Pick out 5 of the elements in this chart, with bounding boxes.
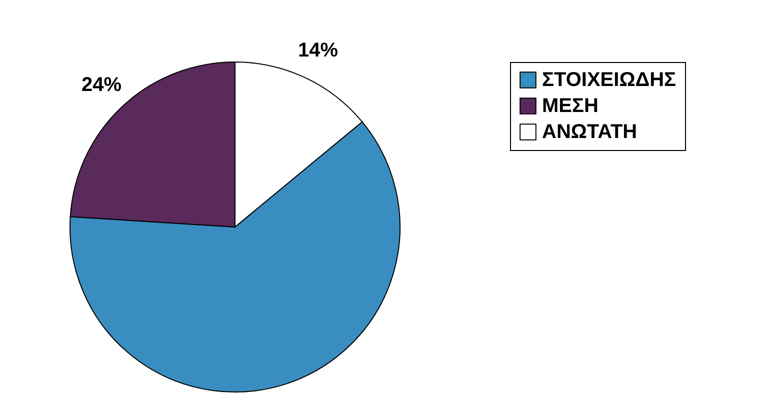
data-label: 24% — [82, 74, 122, 96]
legend-label: ΜΕΣΗ — [542, 95, 598, 117]
legend-label: ΑΝΩΤΑΤΗ — [542, 121, 638, 143]
legend-label: ΣΤΟΙΧΕΙΩΔΗΣ — [542, 69, 676, 91]
data-label: 14% — [298, 40, 338, 62]
